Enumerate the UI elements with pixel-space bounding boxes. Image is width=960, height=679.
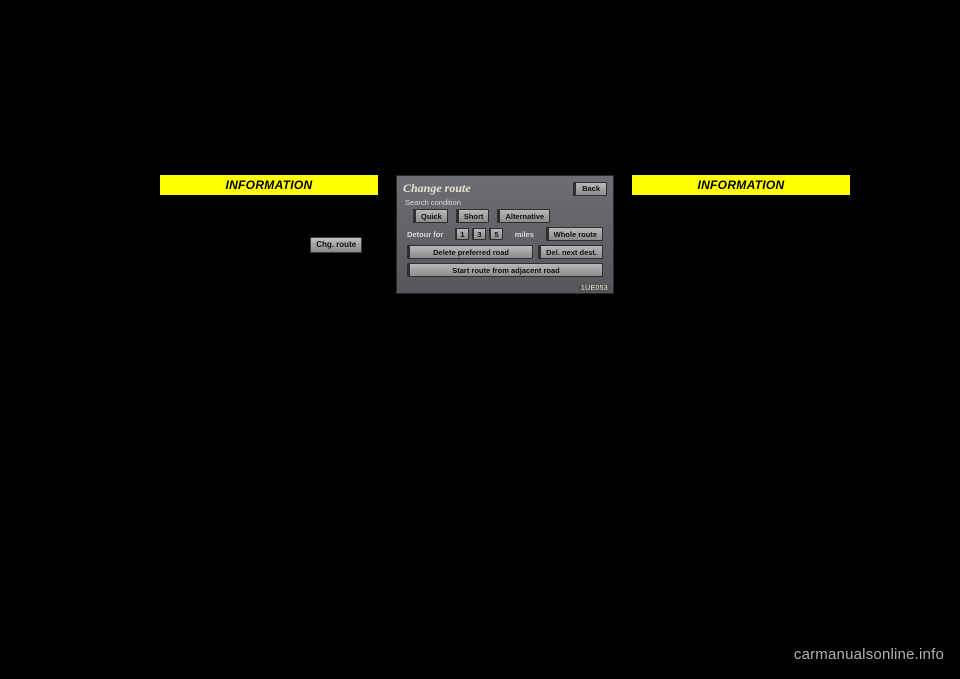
- detour-1-button[interactable]: 1: [455, 228, 469, 240]
- chg-route-button-inline[interactable]: Chg. route: [310, 237, 362, 253]
- column-right: INFORMATION: [632, 175, 850, 294]
- body-text-left: If you selected facility on the list, th…: [160, 205, 378, 285]
- alternative-button[interactable]: Alternative: [497, 209, 550, 223]
- short-button[interactable]: Short: [456, 209, 490, 223]
- information-heading-left: INFORMATION: [160, 175, 378, 195]
- screen-title-row: Change route Back: [403, 181, 607, 196]
- detour-5-button[interactable]: 5: [489, 228, 503, 240]
- back-button[interactable]: Back: [573, 182, 607, 196]
- search-condition-row: Quick Short Alternative: [403, 209, 607, 223]
- delete-row: Delete preferred road Del. next dest.: [403, 245, 607, 259]
- delete-preferred-road-button[interactable]: Delete preferred road: [407, 245, 533, 259]
- text-after: switch the system calculates the route t…: [160, 254, 365, 282]
- whole-route-button[interactable]: Whole route: [546, 227, 603, 241]
- detour-for-label: Detour for: [407, 230, 443, 239]
- detour-3-button[interactable]: 3: [472, 228, 486, 240]
- start-route-adjacent-button[interactable]: Start route from adjacent road: [407, 263, 603, 277]
- column-center: Change route Back Search condition Quick…: [396, 175, 614, 294]
- watermark: carmanualsonline.info: [794, 646, 944, 663]
- search-condition-label: Search condition: [405, 198, 607, 207]
- detour-numbers: 1 3 5: [455, 228, 503, 240]
- detour-row: Detour for 1 3 5 miles Whole route: [403, 227, 607, 241]
- screen-title: Change route: [403, 181, 471, 196]
- page-columns: INFORMATION If you selected facility on …: [0, 0, 960, 294]
- column-left: INFORMATION If you selected facility on …: [160, 175, 378, 294]
- information-heading-right: INFORMATION: [632, 175, 850, 195]
- change-route-screen: Change route Back Search condition Quick…: [396, 175, 614, 294]
- quick-button[interactable]: Quick: [413, 209, 448, 223]
- delete-next-dest-button[interactable]: Del. next dest.: [538, 245, 603, 259]
- start-row: Start route from adjacent road: [403, 263, 607, 277]
- miles-label: miles: [515, 230, 534, 239]
- image-code: 1UE053: [579, 285, 610, 292]
